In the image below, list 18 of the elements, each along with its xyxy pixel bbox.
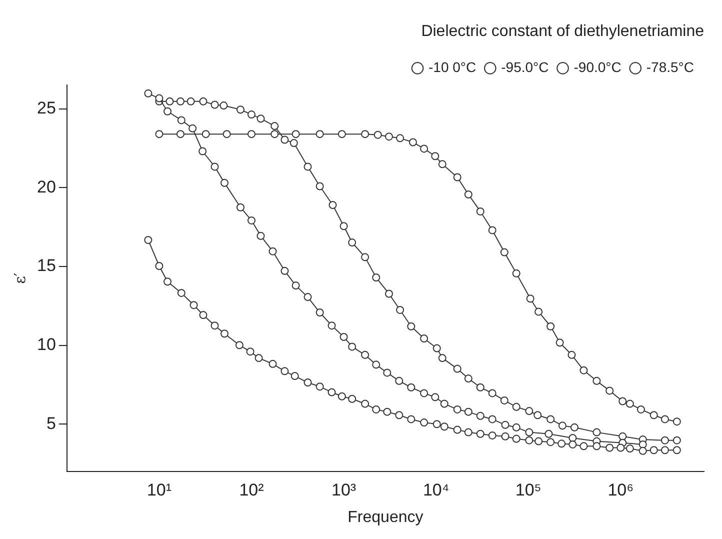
x-tick-label: 10² [239, 480, 264, 500]
x-axis-title: Frequency [348, 508, 424, 526]
legend-label: -78.5°C [646, 59, 694, 76]
legend-label: -90.0°C [574, 59, 622, 76]
y-tick-label: 15 [36, 256, 56, 276]
y-tick-label: 20 [36, 177, 56, 196]
x-tick-label: 10⁴ [422, 480, 450, 500]
x-tick-label: 10⁵ [515, 480, 542, 500]
legend-label: -95.0°C [501, 59, 549, 76]
y-tick-label: 5 [46, 414, 56, 433]
x-tick-label: 10⁶ [608, 480, 634, 500]
legend-label: -10 0°C [428, 59, 476, 76]
x-tick-label: 10³ [331, 480, 356, 500]
y-tick-label: 10 [36, 334, 56, 354]
chart-title: Dielectric constant of diethylenetriamine [421, 23, 704, 40]
y-axis-title: ε′ [10, 272, 29, 284]
y-tick-label: 25 [36, 98, 56, 118]
x-tick-label: 10¹ [146, 480, 172, 500]
